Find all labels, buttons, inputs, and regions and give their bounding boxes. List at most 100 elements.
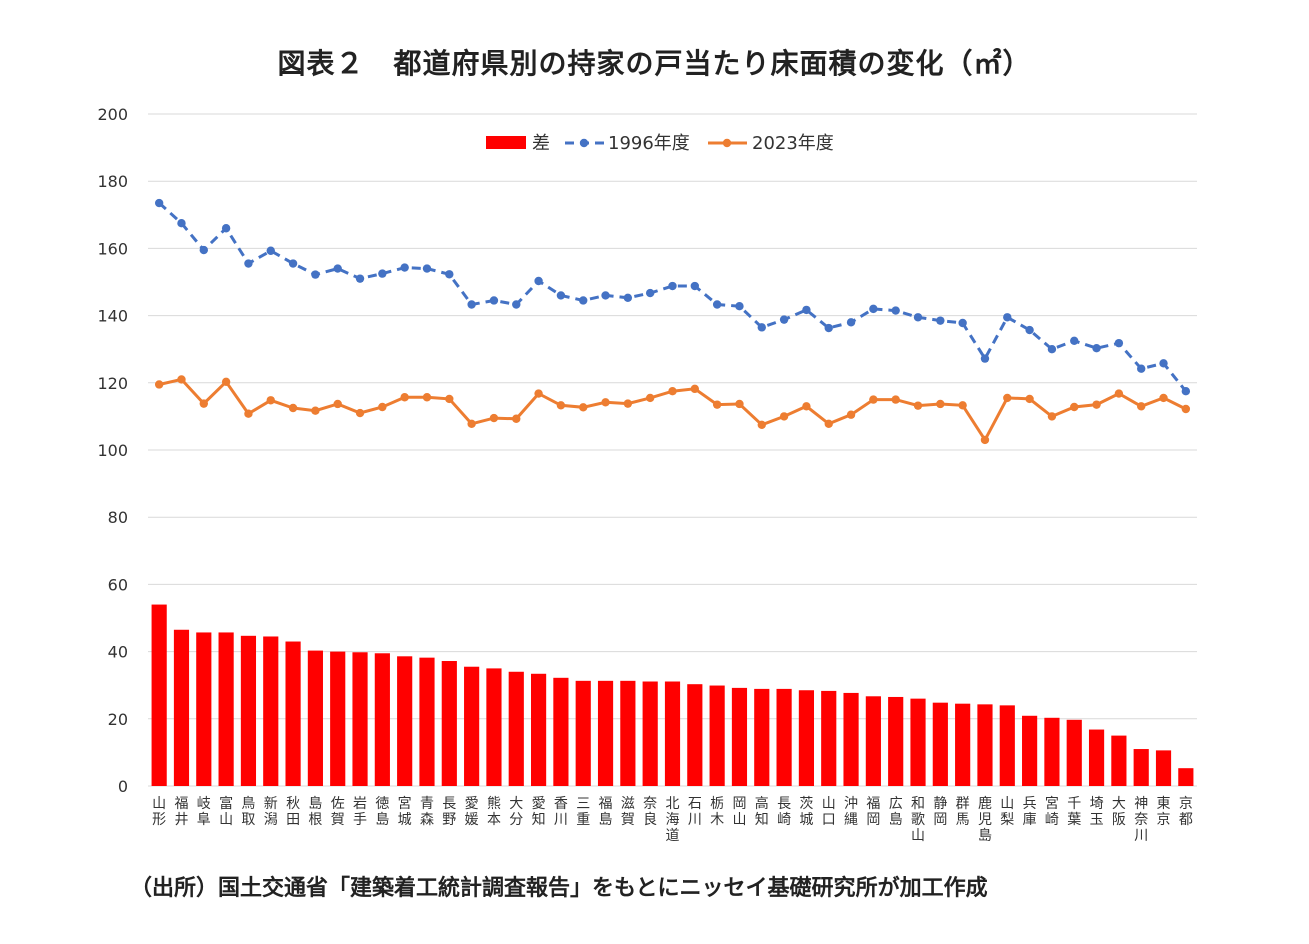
source-note: （出所）国土交通省「建築着工統計調査報告」をもとにニッセイ基礎研究所が加工作成 [130,876,988,901]
data-point [735,301,744,311]
data-point [311,270,320,279]
x-tick-label: 佐賀 [331,796,345,828]
data-point [891,395,900,404]
y-tick-label: 0 [118,777,128,796]
data-point [779,412,789,421]
data-point [288,403,298,413]
y-tick-label: 180 [97,172,128,191]
bar-diff [1066,719,1082,786]
bar-diff [1111,735,1127,786]
data-point [1003,393,1012,403]
data-point [534,389,543,398]
x-tick-label: 京都 [1179,796,1193,828]
data-point [378,269,387,278]
data-point [1070,402,1079,412]
x-tick-label: 香川 [554,796,568,828]
data-point [891,306,900,315]
x-tick-label: 奈良 [643,796,657,828]
x-tick-label: 大分 [509,796,523,828]
data-point [333,399,342,409]
data-point [1047,412,1057,421]
bar-diff [776,688,792,786]
data-point [154,380,164,389]
data-point [244,409,253,418]
data-point [244,259,253,268]
data-point [645,288,655,298]
bar-diff [1044,717,1060,786]
x-tick-label: 静岡 [933,796,947,828]
bar-diff [196,632,212,786]
data-point [1025,325,1034,335]
data-point [1025,394,1034,404]
x-tick-label: 青森 [420,796,434,828]
x-tick-label: 埼玉 [1090,796,1104,828]
x-tick-label: 兵庫 [1023,796,1037,828]
data-point [1159,359,1168,368]
data-point [802,402,811,411]
data-point [288,259,298,268]
bar-diff [1088,729,1105,786]
y-tick-label: 80 [108,508,128,527]
x-tick-label: 鹿児島 [978,795,992,844]
bar-diff [843,692,859,786]
bar-diff [151,604,167,786]
data-point [333,264,342,273]
x-tick-label: 長野 [442,796,456,828]
bar-diff [1155,750,1172,786]
x-tick-label: 広島 [889,796,903,828]
data-point [1137,402,1146,411]
bar-diff [397,656,413,786]
x-tick-label: 秋田 [286,796,300,828]
bar-diff [709,685,725,786]
bar-diff [910,698,926,786]
bar-diff [754,688,770,786]
data-point [846,410,856,419]
x-tick-label: 山形 [152,796,166,828]
data-point [579,403,588,412]
legend-marker [722,138,732,148]
y-tick-label: 140 [97,307,128,326]
data-point [512,300,521,309]
data-point [645,393,655,403]
data-point [422,264,432,273]
data-point [690,281,700,291]
x-tick-label: 栃木 [710,796,724,828]
bar-diff [932,702,948,786]
legend-swatch-diff [486,136,526,149]
data-point [1181,404,1191,414]
y-tick-label: 200 [97,105,128,124]
bar-diff [441,661,457,786]
data-point [266,396,275,405]
bar-diff [330,651,346,786]
data-point [913,401,923,410]
data-point [980,435,990,445]
data-point [422,393,432,402]
data-point [467,419,476,428]
x-tick-label: 山口 [822,796,836,828]
x-tick-label: 和歌山 [911,796,925,844]
data-point [1047,345,1057,354]
data-point [601,398,610,407]
bar-diff [642,681,658,786]
data-point [177,375,186,384]
x-tick-label: 岩手 [353,796,367,828]
bar-diff [1178,768,1194,786]
data-point [779,315,789,324]
data-point [556,401,566,410]
x-tick-label: 高知 [755,795,769,828]
bars-diff [151,604,1194,786]
bar-diff [240,635,257,786]
x-tick-label: 愛知 [532,796,546,828]
bar-diff [1022,715,1038,786]
y-tick-label: 120 [97,374,128,393]
data-point [936,316,945,325]
data-point [221,377,231,386]
x-tick-label: 大阪 [1112,796,1126,828]
bar-diff [263,636,279,786]
data-point [556,291,566,300]
x-tick-label: 滋賀 [621,796,635,828]
data-point [958,318,967,328]
data-point [378,402,387,412]
bar-diff [798,690,815,786]
x-tick-label: 沖縄 [844,796,858,828]
